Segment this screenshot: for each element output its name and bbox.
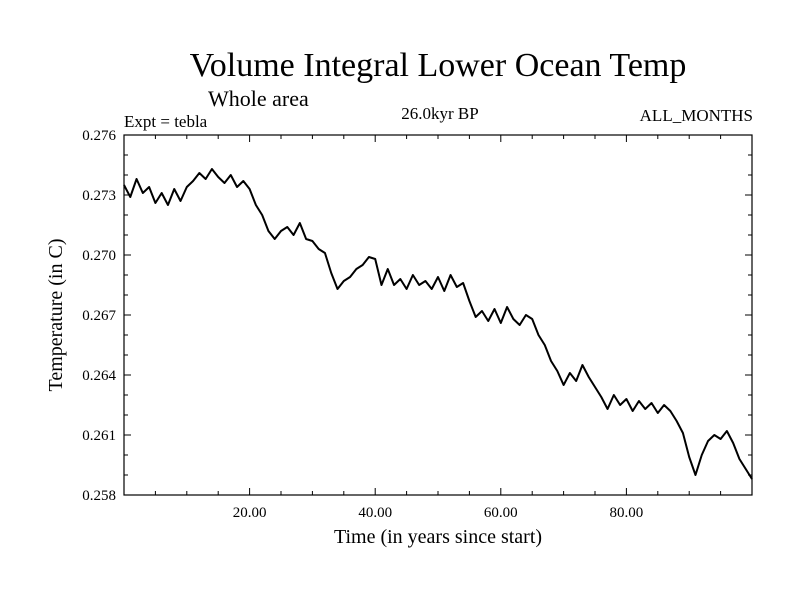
x-tick-label: 80.00: [610, 505, 644, 521]
months-label: ALL_MONTHS: [640, 106, 753, 125]
x-axis-label: Time (in years since start): [334, 526, 542, 548]
experiment-label: Expt = tebla: [124, 112, 208, 131]
y-tick-label: 0.270: [82, 248, 116, 264]
y-tick-label: 0.276: [82, 128, 116, 144]
chart-subtitle: Whole area: [208, 86, 309, 111]
y-tick-labels: 0.258 0.261 0.264 0.267 0.270 0.273 0.276: [82, 128, 116, 504]
y-tick-label: 0.258: [82, 488, 116, 504]
x-tick-label: 40.00: [358, 505, 392, 521]
y-tick-label: 0.267: [82, 308, 116, 324]
y-tick-label: 0.264: [82, 368, 116, 384]
y-axis-label: Temperature (in C): [45, 239, 67, 392]
x-tick-label: 60.00: [484, 505, 518, 521]
period-label: 26.0kyr BP: [401, 104, 478, 123]
x-tick-label: 20.00: [233, 505, 267, 521]
x-tick-labels: 20.00 40.00 60.00 80.00: [233, 505, 644, 521]
temperature-series-line: [123, 168, 753, 480]
axis-ticks: [124, 134, 752, 496]
y-tick-label: 0.261: [82, 428, 116, 444]
y-tick-label: 0.273: [82, 188, 116, 204]
chart-title: Volume Integral Lower Ocean Temp: [190, 47, 687, 84]
plot-frame: [123, 134, 753, 496]
